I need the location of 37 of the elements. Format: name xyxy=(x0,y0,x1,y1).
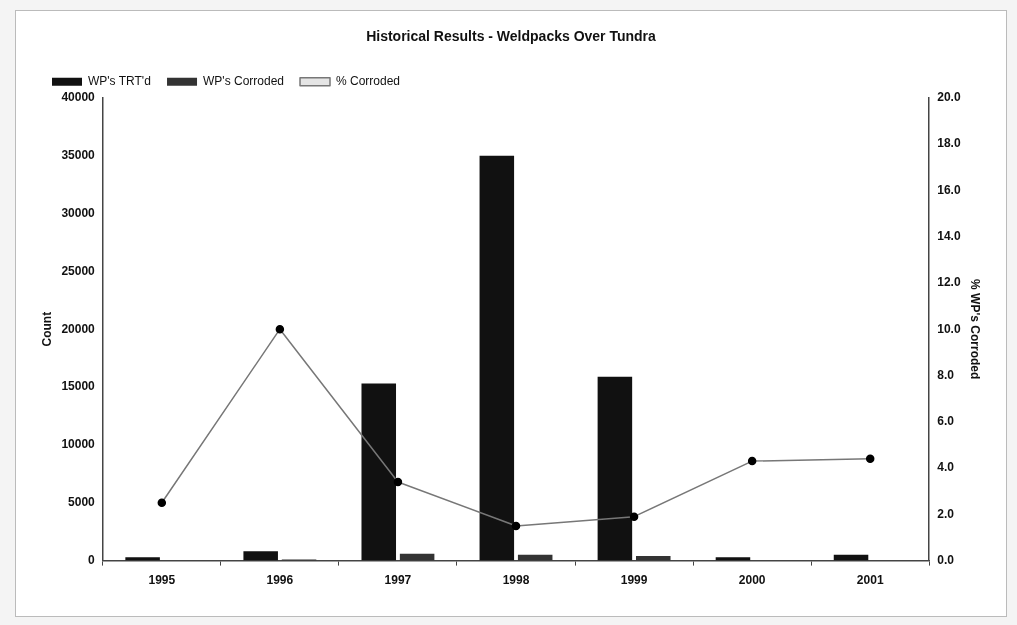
bar xyxy=(243,551,278,561)
y2-tick-label: 8.0 xyxy=(937,367,955,382)
legend-label: WP's TRT'd xyxy=(88,74,151,89)
legend-label: WP's Corroded xyxy=(203,74,285,89)
y2-axis-title: % WP's Corroded xyxy=(968,279,983,380)
y-tick-label: 10000 xyxy=(61,437,96,452)
y-tick-label: 15000 xyxy=(61,379,96,394)
bar xyxy=(597,376,633,561)
bar xyxy=(479,155,515,561)
y2-tick-label: 0.0 xyxy=(937,552,955,567)
chart-title: Historical Results - Weldpacks Over Tundra xyxy=(366,28,657,45)
y-tick-label: 0 xyxy=(88,552,96,567)
y-tick-label: 20000 xyxy=(61,321,96,336)
legend-label: % Corroded xyxy=(336,74,401,89)
x-tick-label: 1996 xyxy=(266,573,294,588)
y-tick-label: 25000 xyxy=(61,263,96,278)
y-tick-label: 40000 xyxy=(61,90,96,105)
y2-tick-label: 10.0 xyxy=(937,321,961,336)
y-tick-label: 30000 xyxy=(61,205,96,220)
y-tick-label: 5000 xyxy=(68,495,96,510)
x-tick-label: 1997 xyxy=(384,573,412,588)
x-tick-label: 1998 xyxy=(502,573,530,588)
y-axis-title: Count xyxy=(39,311,54,347)
bar xyxy=(361,383,397,561)
x-tick-label: 2001 xyxy=(856,573,884,588)
x-tick-label: 1999 xyxy=(620,573,648,588)
y2-tick-label: 16.0 xyxy=(937,182,961,197)
y2-tick-label: 20.0 xyxy=(937,90,961,105)
y2-tick-label: 6.0 xyxy=(937,414,955,429)
x-tick-label: 2000 xyxy=(738,573,766,588)
y2-tick-label: 14.0 xyxy=(937,228,961,243)
y2-tick-label: 12.0 xyxy=(937,275,961,290)
y2-tick-label: 18.0 xyxy=(937,136,961,151)
y2-tick-label: 2.0 xyxy=(937,506,955,521)
y2-tick-label: 4.0 xyxy=(937,460,955,475)
y-tick-label: 35000 xyxy=(61,147,96,162)
x-tick-label: 1995 xyxy=(148,573,176,588)
